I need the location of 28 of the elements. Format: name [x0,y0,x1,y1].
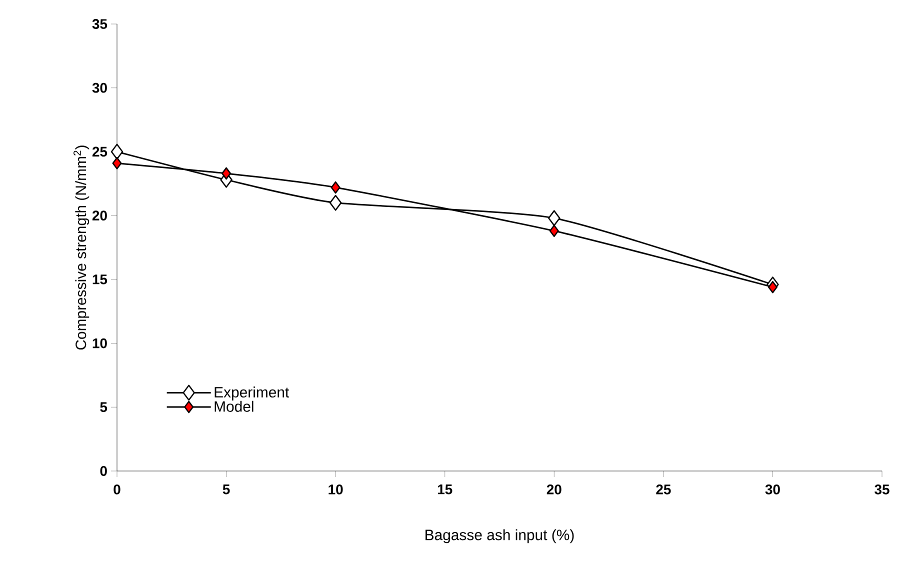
y-tick-label: 0 [100,466,107,476]
x-tick-label: 20 [546,484,562,494]
y-tick-label: 20 [92,210,107,221]
x-tick-label: 10 [328,484,343,494]
y-axis-title: Compressive strength (N/mm$^{2}$) [74,146,90,350]
legend-label: Model [214,400,254,412]
x-tick-label: 30 [765,484,780,494]
y-tick-label: 35 [92,19,108,29]
y-tick-label: 5 [100,402,108,412]
y-tick-label: 15 [92,274,108,284]
x-tick-label: 15 [438,484,452,494]
x-axis-title: Bagasse ash input (%) [426,529,574,544]
y-tick-label: 25 [92,146,108,157]
x-tick-label: 25 [656,484,671,494]
point [112,157,122,170]
x-tick-label: 0 [114,484,120,494]
point [222,167,232,180]
point [549,224,559,238]
x-tick-label: 35 [874,484,890,494]
point [548,210,560,226]
point [110,144,124,160]
point [330,181,340,194]
x-tick-label: 5 [222,484,230,494]
legend-label: Experiment [214,386,290,400]
point [329,194,342,211]
point [768,280,778,294]
y-tick-label: 10 [92,338,107,348]
y-tick-label: 30 [92,82,107,93]
